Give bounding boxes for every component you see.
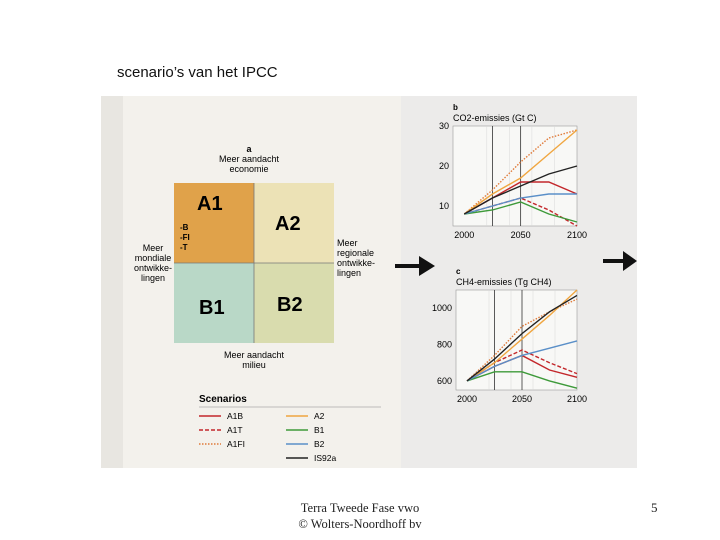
x-tick-label: 2000 [457,394,477,404]
slide-footer: Terra Tweede Fase vwo © Wolters-Noordhof… [240,500,480,532]
cell-label-a1: A1 [197,193,223,215]
left-axis-line4: lingen [141,273,165,283]
quadrant-b1 [174,263,254,343]
slide-title: scenario’s van het IPCC [117,64,278,81]
right-axis-line1: Meer [337,238,358,248]
legend-label-is92a: IS92a [314,453,336,463]
chart-c-title: CH4-emissies (Tg CH4) [456,277,552,287]
top-axis-line1: Meer aandacht [219,154,280,164]
legend-label-b1: B1 [314,425,325,435]
arrow-right-icon [395,256,435,276]
quadrant-b2 [254,263,334,343]
top-axis-line2: economie [229,164,268,174]
chart-b-title: CO2-emissies (Gt C) [453,113,537,123]
x-tick-label: 2050 [512,394,532,404]
a1-sub-t: -T [180,243,188,252]
y-tick-label: 10 [439,201,449,211]
y-tick-label: 800 [437,340,452,350]
x-tick-label: 2000 [454,230,474,240]
legend-label-a1fi: A1FI [227,439,245,449]
legend-label-a1t: A1T [227,425,243,435]
legend-title: Scenarios [199,394,247,405]
right-axis-line2: regionale [337,248,374,258]
series-line-a2 [463,129,578,215]
bottom-axis-line1: Meer aandacht [224,350,285,360]
series-line-a1fi [466,298,578,382]
left-axis-line3: ontwikke- [134,263,172,273]
series-line-a1fi [463,129,578,215]
panel-a-label: a [246,144,252,154]
y-tick-label: 30 [439,121,449,131]
x-tick-label: 2050 [511,230,531,240]
chart-c-panel-label: c [456,267,461,276]
chart-b-panel-label: b [453,103,458,112]
series-line-is92a [466,294,578,382]
page-number: 5 [651,500,658,515]
series-line-b1 [466,371,578,389]
x-tick-label: 2100 [567,230,587,240]
chart-b: 10 20 30 2000 2050 2100 [439,121,587,240]
left-axis-line1: Meer [143,243,164,253]
ipcc-scenario-figure: a Meer aandacht economie A1 A2 B1 B2 -B … [101,96,637,468]
legend-label-a1b: A1B [227,411,243,421]
legend-items: A1B A1T A1FI A2 B1 B2 IS92a [199,411,336,463]
figure-canvas: a Meer aandacht economie A1 A2 B1 B2 -B … [134,103,637,463]
bottom-axis-line2: milieu [242,360,266,370]
y-tick-label: 20 [439,161,449,171]
a1-sub-b: -B [180,223,189,232]
legend-label-b2: B2 [314,439,325,449]
right-axis-line3: ontwikke- [337,258,375,268]
cell-label-b1: B1 [199,297,225,319]
series-line-b2 [464,193,577,215]
y-tick-label: 600 [437,376,452,386]
left-axis-line2: mondiale [135,253,172,263]
footer-line-2: © Wolters-Noordhoff bv [298,517,422,531]
x-tick-label: 2100 [567,394,587,404]
series-line-b2 [466,340,578,382]
cell-label-a2: A2 [275,213,301,235]
chart-c: 600 800 1000 2000 2050 2100 [432,289,587,404]
arrow-right-icon-2 [603,251,637,271]
plot-area [452,125,578,227]
series-line-is92a [463,165,578,215]
quadrant-a2 [254,183,334,263]
a1-sub-fi: -FI [180,233,190,242]
quadrant-a1 [174,183,254,263]
cell-label-b2: B2 [277,294,303,316]
footer-line-1: Terra Tweede Fase vwo [300,501,420,515]
right-axis-line4: lingen [337,268,361,278]
legend-label-a2: A2 [314,411,325,421]
y-tick-label: 1000 [432,303,452,313]
series-line-b1 [464,201,578,223]
